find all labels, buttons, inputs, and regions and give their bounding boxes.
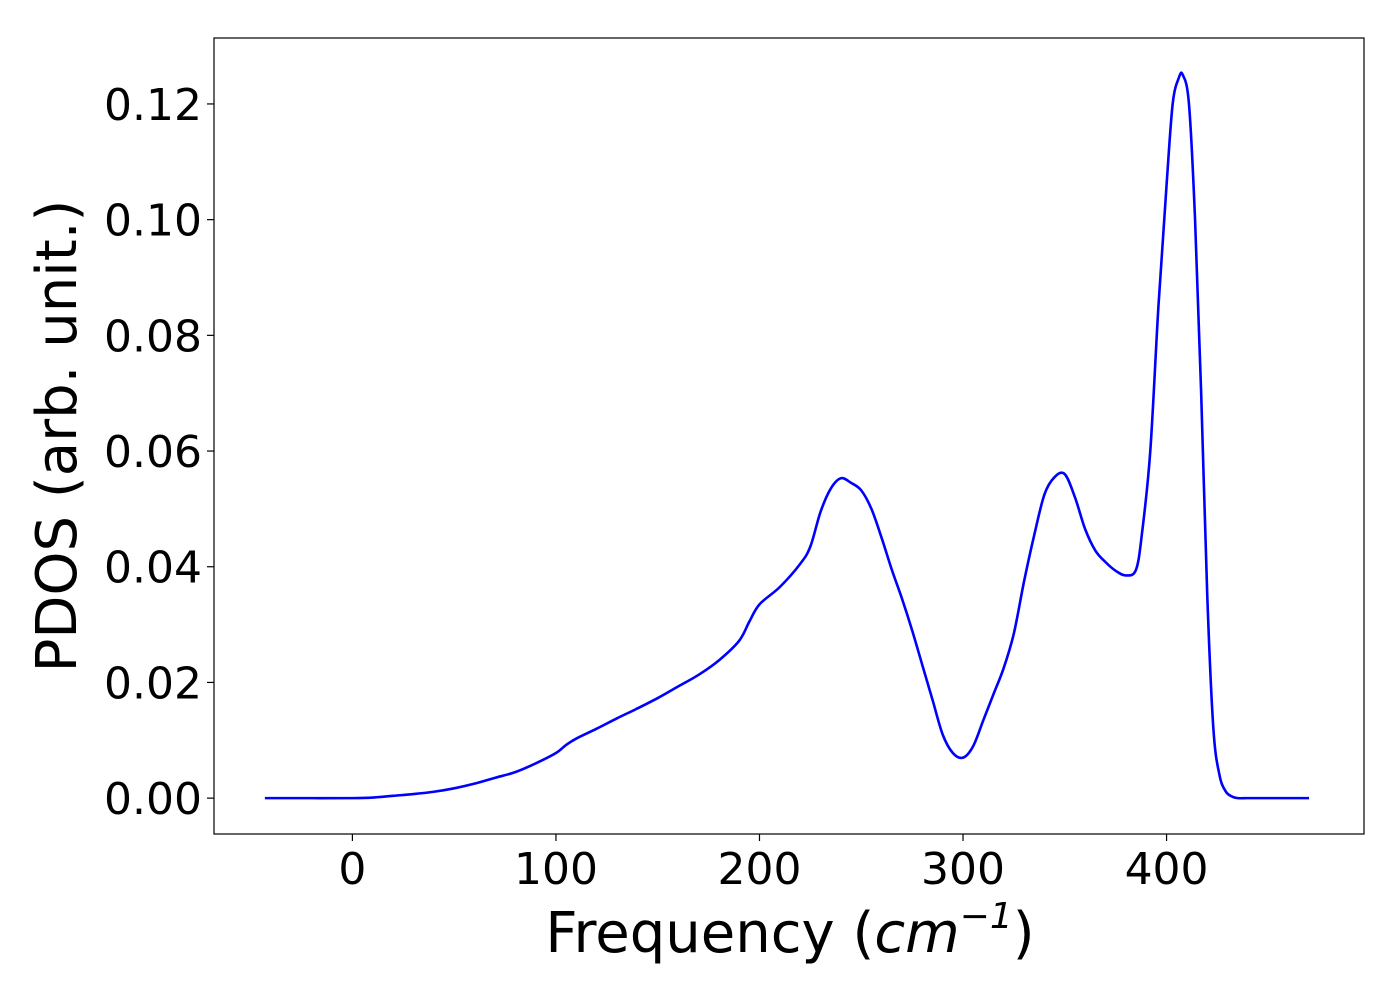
x-tick-label: 400 [1125,844,1209,895]
y-tick-label: 0.12 [104,80,202,131]
series-layer [264,71,1310,800]
y-tick-label: 0.06 [104,427,202,478]
x-axis-label: Frequency (cm−1) [545,896,1034,966]
y-axis-label: PDOS (arb. unit.) [25,200,90,673]
x-tick-label: 100 [514,844,598,895]
y-tick-label: 0.10 [104,196,202,247]
x-tick-label: 300 [921,844,1005,895]
x-tick-label: 0 [338,844,366,895]
y-tick-label: 0.02 [104,658,202,709]
pdos-series-line [264,71,1310,800]
y-tick-label: 0.04 [104,543,202,594]
plot-frame [213,37,1365,835]
ticks-layer: 0 100 200 300 400 0.00 0.02 0.04 0.06 0.08 0.10 0.1… [104,80,1209,895]
y-tick-label: 0.08 [104,311,202,362]
y-tick-label: 0.00 [104,774,202,825]
x-tick-label: 200 [717,844,801,895]
